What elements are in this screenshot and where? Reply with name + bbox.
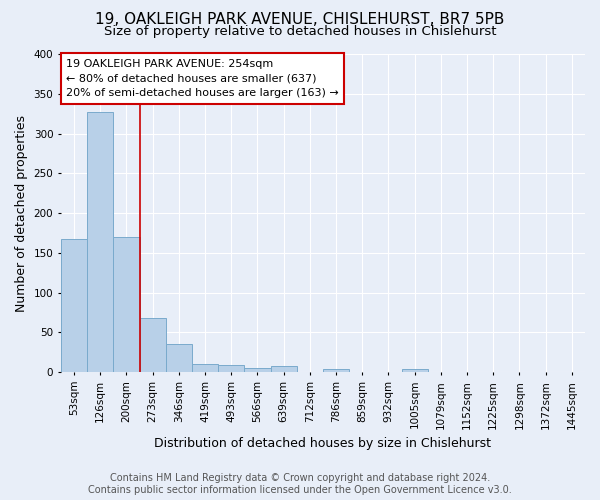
Text: 19, OAKLEIGH PARK AVENUE, CHISLEHURST, BR7 5PB: 19, OAKLEIGH PARK AVENUE, CHISLEHURST, B… [95, 12, 505, 28]
Bar [87, 112, 113, 372]
Bar [323, 369, 349, 372]
Text: Size of property relative to detached houses in Chislehurst: Size of property relative to detached ho… [104, 25, 496, 38]
Bar [271, 366, 297, 372]
Bar [61, 240, 87, 372]
Bar [166, 344, 192, 372]
Bar [192, 364, 218, 372]
Text: Contains HM Land Registry data © Crown copyright and database right 2024.
Contai: Contains HM Land Registry data © Crown c… [88, 474, 512, 495]
Text: 19 OAKLEIGH PARK AVENUE: 254sqm
← 80% of detached houses are smaller (637)
20% o: 19 OAKLEIGH PARK AVENUE: 254sqm ← 80% of… [66, 59, 339, 98]
Bar [401, 369, 428, 372]
Bar [218, 365, 244, 372]
Bar [140, 318, 166, 372]
Bar [113, 237, 140, 372]
Y-axis label: Number of detached properties: Number of detached properties [15, 114, 28, 312]
Bar [244, 368, 271, 372]
X-axis label: Distribution of detached houses by size in Chislehurst: Distribution of detached houses by size … [154, 437, 491, 450]
